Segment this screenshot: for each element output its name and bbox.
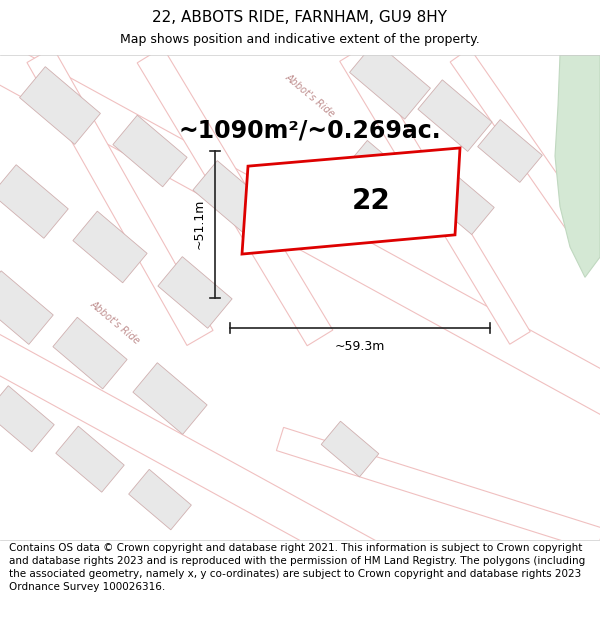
Text: Contains OS data © Crown copyright and database right 2021. This information is : Contains OS data © Crown copyright and d… [9, 542, 585, 592]
Polygon shape [555, 55, 600, 278]
Polygon shape [418, 80, 492, 151]
Polygon shape [56, 426, 124, 493]
Text: 22: 22 [352, 187, 391, 215]
Polygon shape [73, 211, 147, 282]
Text: ~1090m²/~0.269ac.: ~1090m²/~0.269ac. [179, 119, 442, 142]
Polygon shape [128, 469, 191, 530]
Polygon shape [0, 165, 68, 238]
Text: ~51.1m: ~51.1m [193, 199, 205, 249]
Polygon shape [20, 67, 100, 144]
Polygon shape [340, 49, 530, 344]
Text: Map shows position and indicative extent of the property.: Map shows position and indicative extent… [120, 33, 480, 46]
Polygon shape [0, 386, 54, 452]
Polygon shape [450, 48, 600, 264]
Polygon shape [133, 362, 207, 434]
Text: Abbot's Ride: Abbot's Ride [283, 72, 337, 119]
Polygon shape [0, 312, 600, 625]
Text: Abbot's Ride: Abbot's Ride [88, 299, 142, 346]
Polygon shape [158, 257, 232, 328]
Polygon shape [0, 271, 53, 344]
Polygon shape [350, 41, 430, 119]
Text: 22, ABBOTS RIDE, FARNHAM, GU9 8HY: 22, ABBOTS RIDE, FARNHAM, GU9 8HY [152, 10, 448, 25]
Polygon shape [478, 119, 542, 182]
Polygon shape [343, 141, 417, 212]
Polygon shape [193, 161, 267, 232]
Polygon shape [277, 428, 600, 552]
Polygon shape [53, 318, 127, 389]
Polygon shape [27, 48, 213, 346]
Polygon shape [0, 17, 600, 436]
Text: ~59.3m: ~59.3m [335, 339, 385, 352]
Polygon shape [137, 47, 333, 346]
Polygon shape [113, 115, 187, 187]
Polygon shape [242, 148, 460, 254]
Polygon shape [321, 421, 379, 477]
Polygon shape [426, 169, 494, 234]
